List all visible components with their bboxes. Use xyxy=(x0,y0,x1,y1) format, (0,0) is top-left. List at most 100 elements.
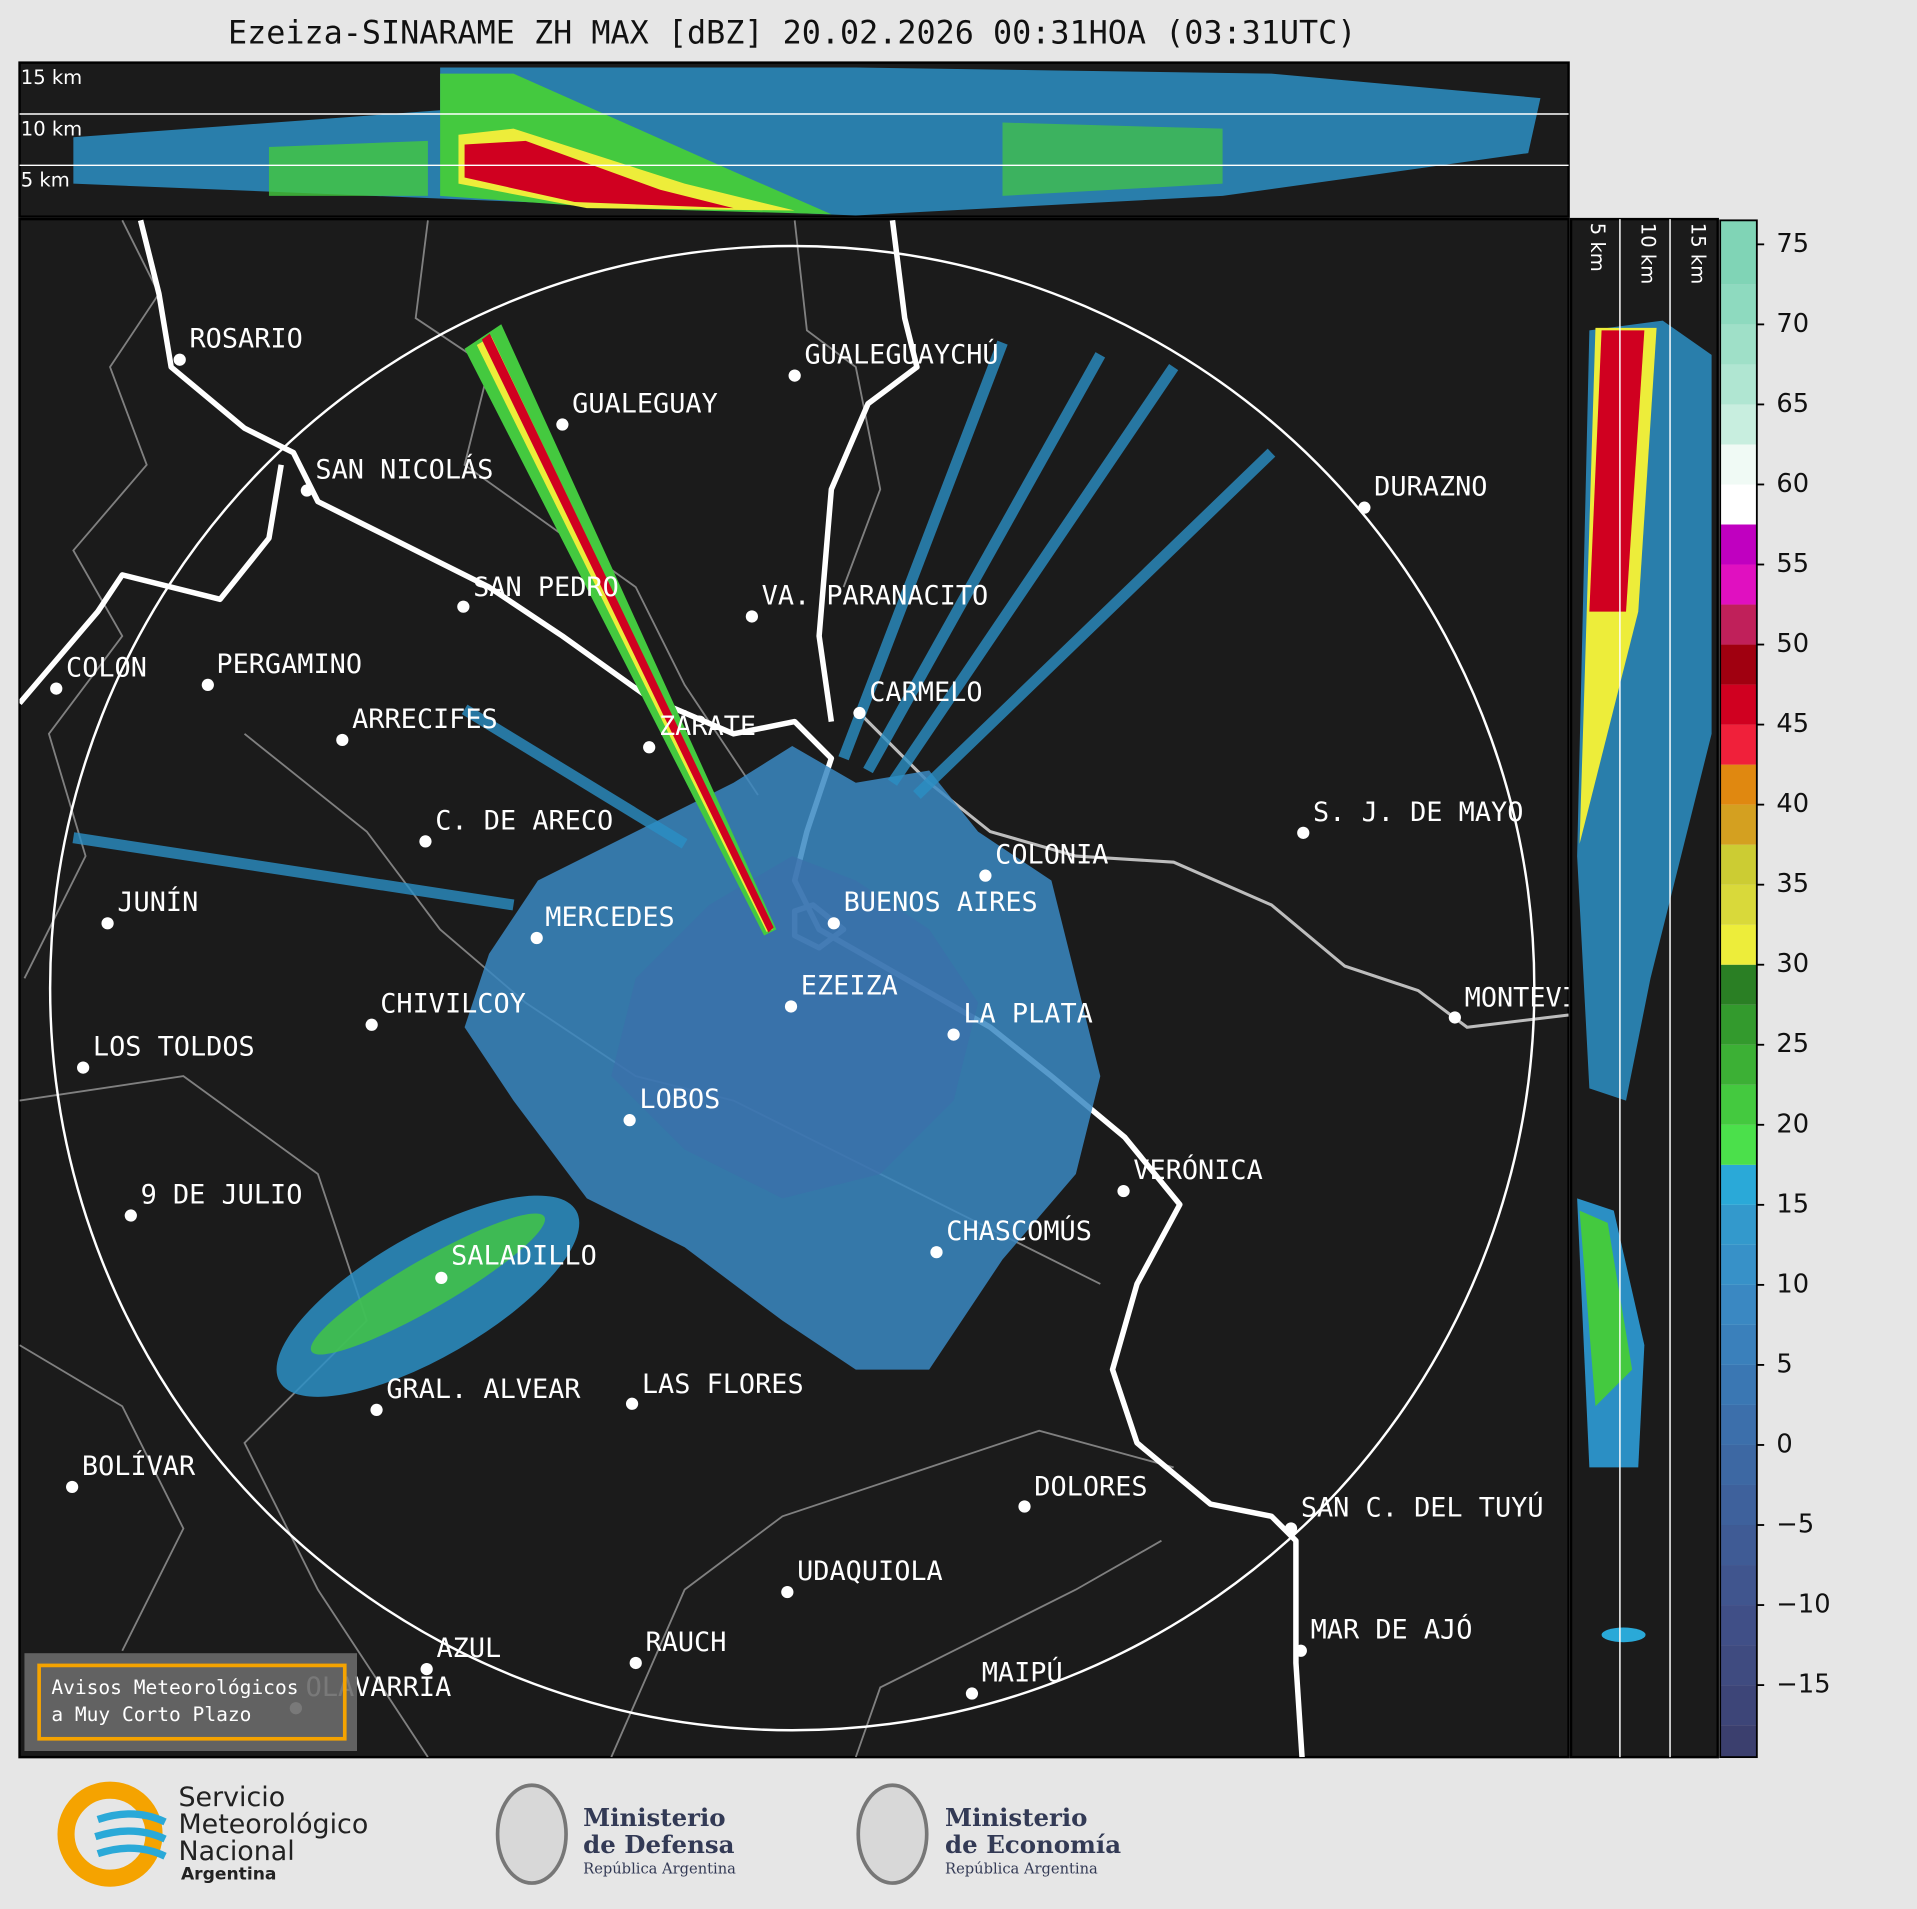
city-label: MERCEDES xyxy=(545,902,674,933)
color-bin xyxy=(1720,684,1757,725)
footer: Servicio Meteorológico Nacional Argentin… xyxy=(57,1781,1121,1887)
city-dot xyxy=(853,706,866,720)
uruguay-border xyxy=(854,708,1569,1029)
tick-label: 65 xyxy=(1776,389,1809,419)
color-bin xyxy=(1720,220,1757,285)
tick-label: 45 xyxy=(1776,709,1809,739)
color-bin xyxy=(1720,884,1757,925)
city-dot xyxy=(784,1000,798,1013)
color-bin xyxy=(1720,1204,1757,1245)
city-dot xyxy=(1284,1522,1298,1535)
city-dot xyxy=(947,1028,960,1041)
city-label: COLON xyxy=(66,653,147,684)
city-dot xyxy=(77,1061,90,1074)
color-bin xyxy=(1720,524,1757,565)
color-bin xyxy=(1720,1484,1757,1526)
city-label: SAN C. DEL TUYÚ xyxy=(1301,1491,1544,1523)
logo-text: República Argentina xyxy=(945,1861,1098,1878)
city-dot xyxy=(66,1480,79,1494)
city-dot xyxy=(300,484,313,497)
logo-text: de Defensa xyxy=(583,1830,734,1859)
city-dot xyxy=(420,1662,433,1676)
color-bin xyxy=(1720,604,1757,645)
city-dot xyxy=(930,1246,943,1259)
color-bin xyxy=(1720,1324,1757,1365)
title: Ezeiza-SINARAME ZH MAX [dBZ] 20.02.2026 … xyxy=(228,16,1356,52)
logo-text: Ministerio xyxy=(945,1803,1087,1832)
city-label: BUENOS AIRES xyxy=(844,887,1038,918)
tick-label: 35 xyxy=(1776,869,1809,899)
city-dot xyxy=(788,369,801,382)
tick-label: 75 xyxy=(1776,229,1809,259)
city-dot xyxy=(173,353,186,366)
city-label: COLONIA xyxy=(995,840,1108,871)
city-label: 9 DE JULIO xyxy=(141,1179,303,1210)
city-dot xyxy=(827,917,840,930)
color-bin xyxy=(1720,1084,1757,1125)
city-label: LOBOS xyxy=(639,1084,720,1115)
notice-line: Avisos Meteorológicos xyxy=(51,1676,298,1699)
tick-label: −5 xyxy=(1776,1510,1814,1540)
color-bin xyxy=(1720,764,1757,805)
city-label: EZEIZA xyxy=(801,970,898,1001)
city-label: GRAL. ALVEAR xyxy=(386,1374,581,1405)
tick-label: 40 xyxy=(1776,789,1809,819)
city-dot xyxy=(419,835,432,848)
city-dot xyxy=(365,1018,378,1031)
city-label: BOLÍVAR xyxy=(82,1450,196,1482)
city-label: ROSARIO xyxy=(189,324,302,355)
top-echoes xyxy=(73,67,1541,216)
side-echoes xyxy=(1577,320,1712,1643)
city-dot xyxy=(336,733,349,747)
color-bin xyxy=(1720,804,1757,845)
color-bin xyxy=(1720,1444,1757,1485)
height-label: 10 km xyxy=(1636,223,1659,284)
color-bin xyxy=(1720,844,1757,885)
tick-label: 15 xyxy=(1776,1189,1809,1219)
height-label: 15 km xyxy=(1686,223,1709,284)
city-label: PERGAMINO xyxy=(216,649,362,680)
city-label: CHASCOMÚS xyxy=(946,1215,1092,1247)
tick-label: 70 xyxy=(1776,309,1809,339)
city-label: DURAZNO xyxy=(1374,472,1487,503)
color-bin xyxy=(1720,1645,1757,1686)
emblem xyxy=(495,1783,568,1885)
color-bin xyxy=(1720,1525,1757,1566)
city-dot xyxy=(965,1687,979,1700)
color-bin xyxy=(1720,964,1757,1005)
city-label: SALADILLO xyxy=(451,1241,597,1272)
height-label: 10 km xyxy=(21,117,82,140)
city-dot xyxy=(101,917,114,930)
city-label: CARMELO xyxy=(869,677,982,708)
city-dot xyxy=(124,1209,137,1222)
color-bin xyxy=(1720,1164,1757,1205)
logo-text: de Economía xyxy=(945,1830,1121,1859)
color-bin xyxy=(1720,564,1757,605)
color-bin xyxy=(1720,484,1757,525)
city-dot xyxy=(370,1403,383,1417)
color-bin xyxy=(1720,1244,1757,1285)
city-label: VA. PARANACITO xyxy=(762,580,989,611)
color-bin xyxy=(1720,644,1757,685)
city-label: LOS TOLDOS xyxy=(93,1032,255,1063)
map-layer: ROSARIO GUALEGUAYCHÚ GUALEGUAY SAN NICOLÁS D… xyxy=(19,219,1569,1758)
city-label: ARRECIFES xyxy=(352,704,498,735)
emblem xyxy=(856,1783,929,1885)
color-bin xyxy=(1720,364,1757,405)
logo-text: Argentina xyxy=(181,1864,276,1884)
tick-label: −15 xyxy=(1776,1670,1830,1700)
city-dot xyxy=(781,1585,794,1599)
logo-text: República Argentina xyxy=(583,1861,736,1878)
tick-label: 20 xyxy=(1776,1109,1809,1139)
color-bin xyxy=(1720,324,1757,365)
city-label: GUALEGUAYCHÚ xyxy=(804,339,998,371)
height-label: 15 km xyxy=(21,66,82,89)
city-dot xyxy=(745,610,758,623)
color-bin xyxy=(1720,1284,1757,1325)
tick-label: 30 xyxy=(1776,949,1809,979)
tick-label: 50 xyxy=(1776,629,1809,659)
city-dot xyxy=(979,869,992,882)
city-label: AZUL xyxy=(436,1633,501,1664)
